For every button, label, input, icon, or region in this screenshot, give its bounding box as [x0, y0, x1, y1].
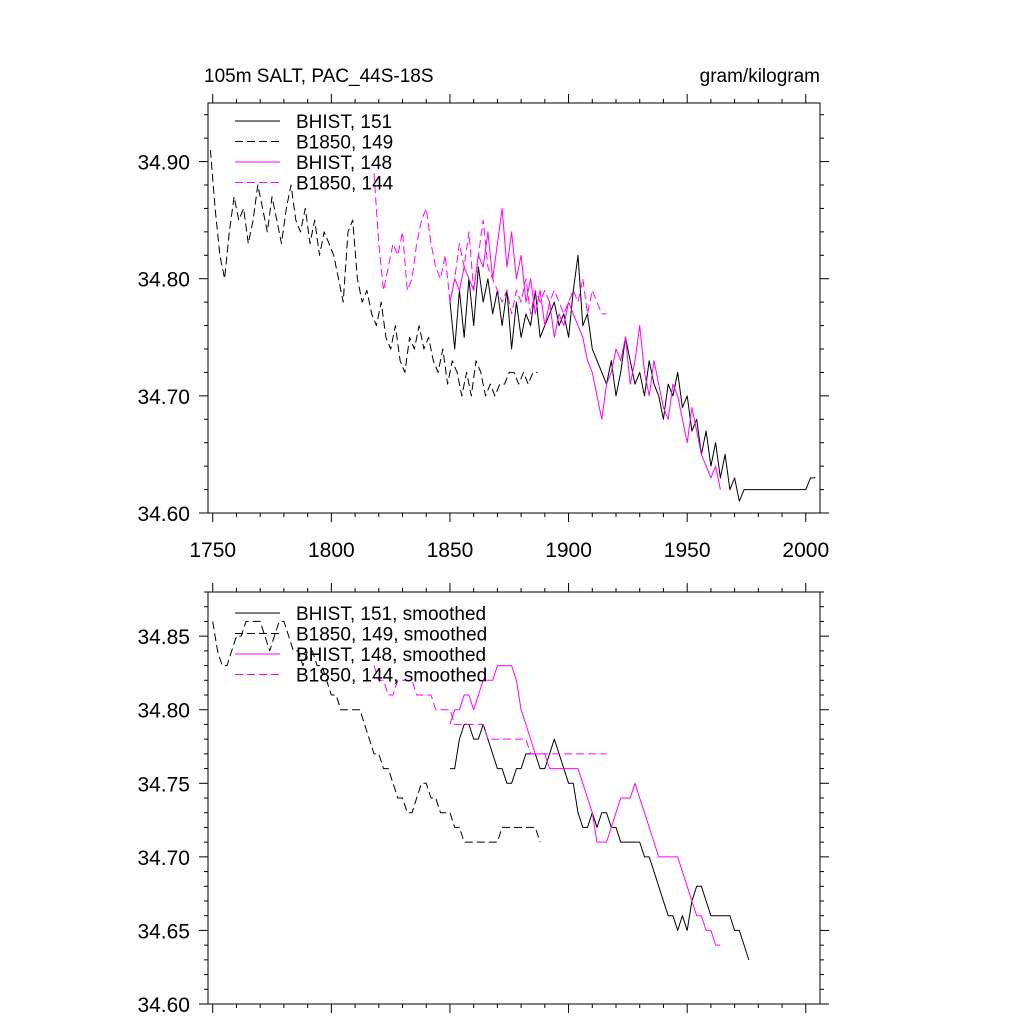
- bottom-ytick-label-5: 34.85: [137, 626, 190, 649]
- bottom-legend-label-1: B1850, 149, smoothed: [296, 625, 487, 646]
- bottom-series-line-2: [449, 665, 721, 946]
- top-chart-units: gram/kilogram: [700, 66, 820, 87]
- bottom-legend-label-3: B1850, 144, smoothed: [296, 666, 487, 687]
- top-xtick-label-1900: 1900: [545, 539, 592, 562]
- top-ytick-label-1: 34.70: [137, 386, 190, 409]
- top-series-line-3: [373, 173, 607, 315]
- bottom-ytick-label-2: 34.70: [137, 847, 190, 870]
- top-chart-title: 105m SALT, PAC_44S-18S: [204, 66, 434, 87]
- top-xtick-label-1750: 1750: [189, 539, 236, 562]
- top-legend-label-2: BHIST, 148: [296, 153, 392, 174]
- bottom-series-line-1: [212, 620, 541, 843]
- top-ytick-label-2: 34.80: [137, 269, 190, 292]
- bottom-ytick-label-4: 34.80: [137, 700, 190, 723]
- bottom-legend-label-2: BHIST, 148, smoothed: [296, 645, 486, 666]
- top-axis-ticks: 1750 1800 1850 1900 1950 2000 34.60 34.70 34.80 3…: [137, 94, 829, 562]
- bottom-series-line-3: [373, 665, 607, 755]
- top-legend-label-1: B1850, 149: [296, 133, 393, 154]
- top-series-line-2: [449, 207, 721, 490]
- bottom-ytick-label-1: 34.65: [137, 920, 190, 943]
- top-series-line-0: [449, 254, 816, 502]
- bottom-series-line-0: [450, 723, 750, 961]
- top-ytick-label-0: 34.60: [137, 503, 190, 526]
- bottom-axis-ticks: 34.60 34.65 34.70 34.75 34.80 34.85: [137, 583, 829, 1017]
- top-series-line-1: [209, 149, 538, 397]
- top-xtick-label-1850: 1850: [427, 539, 474, 562]
- top-xtick-label-2000: 2000: [782, 539, 829, 562]
- top-plot-frame: [207, 102, 821, 514]
- top-legend-label-3: B1850, 144: [296, 174, 394, 195]
- top-xtick-label-1800: 1800: [308, 539, 355, 562]
- top-ytick-label-3: 34.90: [137, 152, 190, 175]
- bottom-ytick-label-0: 34.60: [137, 994, 190, 1017]
- bottom-ytick-label-3: 34.75: [137, 773, 190, 796]
- top-xtick-label-1950: 1950: [664, 539, 711, 562]
- top-legend-label-0: BHIST, 151: [296, 112, 392, 133]
- top-series-group: [209, 149, 816, 502]
- bottom-series-group: [212, 620, 750, 961]
- bottom-legend-label-0: BHIST, 151, smoothed: [296, 604, 486, 625]
